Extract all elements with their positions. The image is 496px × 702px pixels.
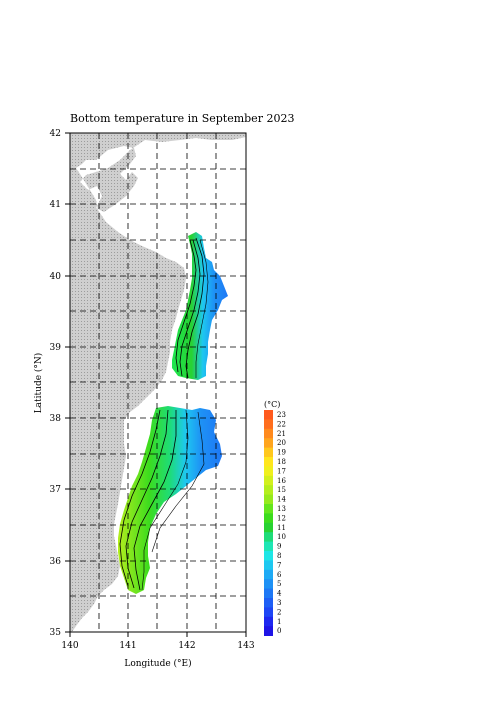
colorbar-swatch — [264, 560, 273, 571]
colorbar-label: 9 — [277, 543, 281, 551]
colorbar-label: 18 — [277, 458, 286, 466]
colorbar-swatch — [264, 522, 273, 533]
plot-frame — [69, 132, 247, 633]
colorbar-label: 1 — [277, 618, 281, 626]
colorbar-label: 8 — [277, 552, 281, 560]
colorbar-label: 12 — [277, 514, 286, 522]
colorbar-label: 6 — [277, 571, 282, 579]
colorbar-swatch — [264, 569, 273, 580]
colorbar-label: 2 — [277, 608, 281, 616]
lat-tick-label: 41 — [50, 200, 61, 210]
colorbar-swatch — [264, 532, 273, 542]
colorbar-swatch — [264, 494, 273, 505]
colorbar-swatch — [264, 513, 273, 524]
colorbar-label: 11 — [277, 524, 286, 532]
colorbar-label: 5 — [277, 580, 281, 588]
lat-tick-label: 42 — [50, 129, 61, 139]
colorbar-swatch — [264, 588, 273, 599]
lon-tick-label: 141 — [119, 641, 136, 651]
lon-tick-label: 142 — [178, 641, 195, 651]
colorbar-swatch — [264, 475, 273, 486]
colorbar-swatch — [264, 447, 273, 458]
colorbar-swatch — [264, 598, 273, 608]
grid-lines — [70, 133, 246, 632]
map-title: Bottom temperature in September 2023 — [70, 112, 294, 125]
colorbar-label: 17 — [277, 467, 286, 475]
colorbar-swatch — [264, 466, 273, 477]
colorbar-label: 14 — [277, 496, 286, 504]
x-axis-label: Longitude (°E) — [124, 658, 191, 669]
colorbar-label: 16 — [277, 477, 286, 485]
colorbar-label: 3 — [277, 599, 281, 607]
lat-tick-label: 36 — [50, 557, 62, 567]
colorbar-swatch — [264, 485, 273, 495]
colorbar-swatch — [264, 428, 273, 439]
colorbar-swatch — [264, 541, 273, 552]
colorbar-swatch — [264, 551, 273, 561]
lat-tick-label: 39 — [50, 343, 62, 353]
colorbar-label: 13 — [277, 505, 286, 513]
colorbar-swatch — [264, 457, 273, 467]
y-axis-label: Latitude (°N) — [33, 353, 44, 414]
lat-tick-label: 40 — [50, 272, 62, 282]
colorbar-label: 7 — [277, 561, 281, 569]
land-mass — [70, 133, 246, 632]
colorbar-label: 15 — [277, 486, 286, 494]
lon-tick-label: 140 — [61, 641, 78, 651]
colorbar-label: 0 — [277, 627, 281, 635]
lat-tick-label: 37 — [50, 485, 62, 495]
colorbar-label: 10 — [277, 533, 286, 541]
lat-tick-label: 35 — [50, 628, 62, 638]
colorbar-swatch — [264, 616, 273, 627]
lon-tick-label: 143 — [237, 641, 254, 651]
colorbar-swatch — [264, 438, 273, 448]
colorbar-swatch — [264, 504, 273, 514]
colorbar-label: 23 — [277, 411, 286, 419]
tick-marks — [65, 132, 247, 637]
colorbar-label: 22 — [277, 420, 286, 428]
colorbar-unit: (°C) — [264, 400, 280, 409]
colorbar-swatch — [264, 419, 273, 430]
colorbar-label: 20 — [277, 439, 286, 447]
colorbar-label: 19 — [277, 449, 286, 457]
colorbar-label: 4 — [277, 590, 282, 598]
lat-tick-label: 38 — [50, 414, 62, 424]
colorbar-swatch — [264, 579, 273, 589]
north-temperature-field — [172, 232, 228, 380]
colorbar-swatch — [264, 410, 273, 420]
colorbar-label: 21 — [277, 430, 286, 438]
colorbar-swatch — [264, 607, 273, 618]
colorbar-swatch — [264, 626, 273, 636]
